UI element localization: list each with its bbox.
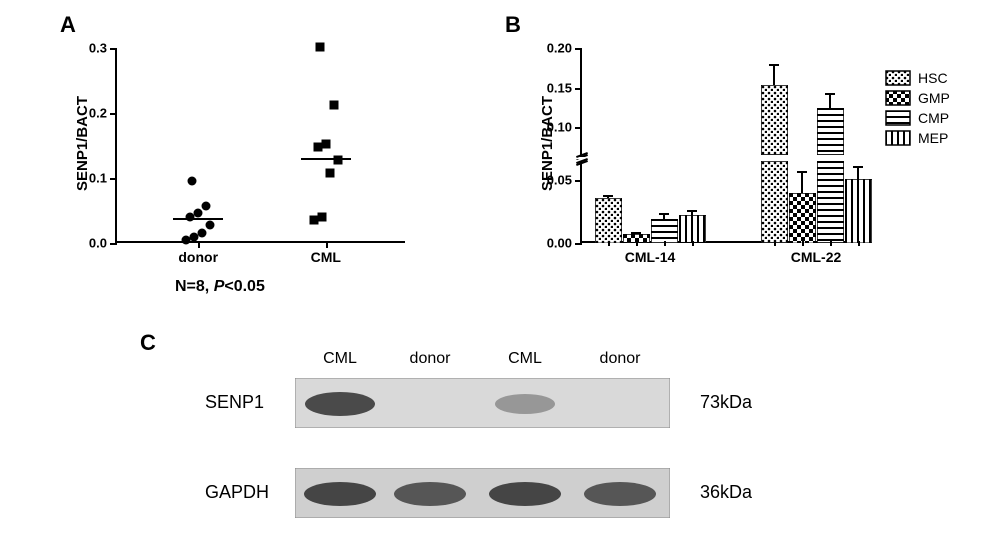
ytick-label: 0.05 [547, 173, 572, 188]
ytick-label: 0.10 [547, 120, 572, 135]
legend-swatch [885, 90, 911, 106]
bar [817, 161, 844, 243]
error-cap [769, 64, 779, 66]
legend-text: CMP [918, 110, 949, 126]
error-bar [829, 93, 831, 108]
blot-gapdh [295, 468, 670, 518]
bar [761, 85, 788, 155]
bar [679, 215, 706, 243]
bar [595, 198, 622, 243]
ytick-label: 0.20 [547, 41, 572, 56]
error-cap [825, 93, 835, 95]
panel-b-label: B [505, 12, 521, 38]
data-point [206, 220, 215, 229]
data-point [329, 100, 338, 109]
error-cap [687, 210, 697, 212]
legend-item: GMP [885, 90, 950, 106]
panel-b-plot: 0.000.050.100.150.20CML-14CML-22 [580, 48, 870, 243]
panel-a-caption: N=8, P<0.05 [175, 278, 265, 296]
bar [845, 179, 872, 243]
ytick-label: 0.00 [547, 236, 572, 251]
xcat-label: donor [178, 249, 218, 265]
blot-size-label: 73kDa [700, 392, 752, 413]
error-bar [773, 64, 775, 85]
panel-a-plot: 0.00.10.20.3donorCML [115, 48, 405, 243]
blot-row-label: SENP1 [205, 392, 264, 413]
caption-tail: <0.05 [224, 278, 264, 295]
blot-size-label: 36kDa [700, 482, 752, 503]
ytick-label: 0.1 [89, 171, 107, 186]
error-bar [801, 171, 803, 192]
error-cap [631, 232, 641, 234]
data-point [325, 168, 334, 177]
band [495, 394, 555, 414]
legend-item: HSC [885, 70, 950, 86]
bar [789, 193, 816, 243]
legend-swatch [885, 70, 911, 86]
data-point [188, 177, 197, 186]
panel-a-label: A [60, 12, 76, 38]
band [394, 482, 466, 506]
ytick-label: 0.3 [89, 41, 107, 56]
error-cap [797, 171, 807, 173]
mean-line [301, 158, 351, 160]
legend-text: HSC [918, 70, 948, 86]
data-point [321, 139, 330, 148]
ytick-label: 0.15 [547, 80, 572, 95]
data-point [202, 201, 211, 210]
error-cap [603, 195, 613, 197]
band [584, 482, 656, 506]
bar [817, 108, 844, 155]
lane-label: CML [323, 350, 357, 368]
lane-label: donor [600, 350, 641, 368]
ytick-label: 0.0 [89, 236, 107, 251]
data-point [315, 42, 324, 51]
caption-p: P [214, 278, 225, 295]
data-point [317, 213, 326, 222]
legend-item: MEP [885, 130, 950, 146]
xcat-label: CML [311, 249, 341, 265]
caption-n: N=8, [175, 278, 214, 295]
legend-item: CMP [885, 110, 950, 126]
legend-text: GMP [918, 90, 950, 106]
panel-b-legend: HSC GMP CMP MEP [885, 70, 950, 150]
band [305, 392, 375, 416]
legend-swatch [885, 130, 911, 146]
error-cap [659, 213, 669, 215]
lane-label: CML [508, 350, 542, 368]
blot-senp1 [295, 378, 670, 428]
data-point [194, 209, 203, 218]
band [489, 482, 561, 506]
ytick-label: 0.2 [89, 106, 107, 121]
blot-row-label: GAPDH [205, 482, 269, 503]
error-cap [853, 166, 863, 168]
group-label: CML-22 [791, 249, 842, 265]
band [304, 482, 376, 506]
bar [761, 161, 788, 243]
group-label: CML-14 [625, 249, 676, 265]
mean-line [173, 218, 223, 220]
legend-text: MEP [918, 130, 948, 146]
panel-c-label: C [140, 330, 156, 356]
figure-root: A SENP1/BACT 0.00.10.20.3donorCML N=8, P… [0, 0, 1000, 559]
lane-label: donor [410, 350, 451, 368]
legend-swatch [885, 110, 911, 126]
data-point [198, 229, 207, 238]
bar [651, 219, 678, 243]
